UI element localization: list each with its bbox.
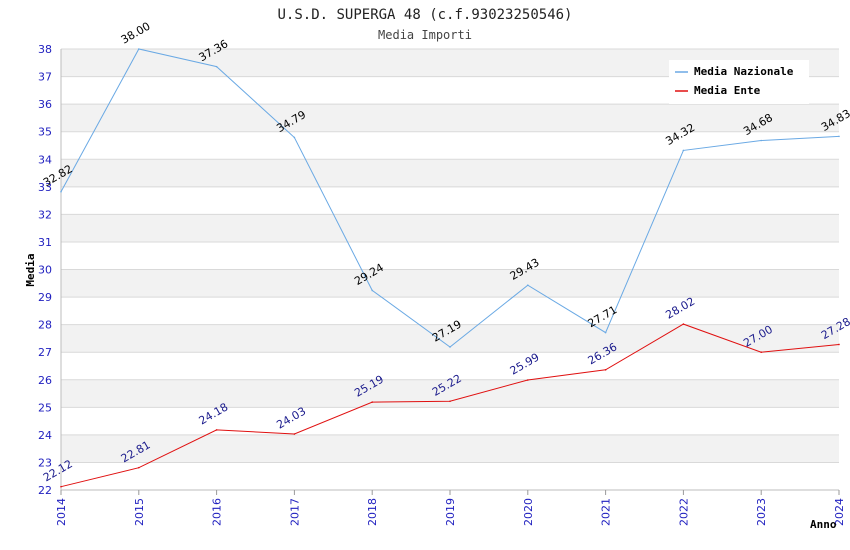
y-tick-label: 24 [38, 429, 52, 442]
x-tick-label: 2021 [600, 498, 613, 526]
x-tick-label: 2015 [133, 498, 146, 526]
y-axis-title: Media [24, 253, 37, 286]
data-point [371, 401, 374, 403]
y-tick-label: 31 [38, 236, 52, 249]
y-tick-label: 26 [38, 374, 52, 387]
data-label: 24.03 [274, 405, 308, 432]
y-tick-label: 29 [38, 291, 52, 304]
x-tick-label: 2020 [522, 498, 535, 526]
data-point [371, 289, 374, 292]
data-point [527, 379, 529, 381]
data-point [215, 65, 218, 68]
y-tick-label: 33 [38, 181, 52, 194]
data-point [682, 323, 685, 325]
data-point [760, 139, 762, 142]
data-point [215, 429, 218, 431]
grid-band [61, 159, 839, 187]
data-point [138, 48, 140, 50]
y-tick-label: 35 [38, 126, 52, 139]
data-point [60, 190, 62, 193]
series-lines [60, 48, 840, 488]
y-tick-label: 38 [38, 43, 52, 56]
x-tick-label: 2017 [288, 498, 301, 526]
data-point [604, 331, 607, 334]
data-label: 25.99 [508, 351, 542, 378]
data-point [760, 351, 762, 353]
x-tick-label: 2019 [444, 498, 457, 526]
grid-band [61, 379, 839, 408]
x-tick-labels: 2014 2015 2016 2017 2018 2019 2020 2021 2022 2023… [55, 498, 846, 526]
y-tick-label: 25 [38, 401, 52, 414]
data-point [682, 149, 685, 152]
x-tick-label: 2016 [211, 498, 224, 526]
data-point [449, 400, 451, 403]
data-point [60, 485, 62, 488]
legend-label-nazionale: Media Nazionale [694, 65, 794, 78]
data-point [449, 346, 451, 348]
chart-subtitle: Media Importi [378, 28, 472, 42]
x-tick-label: 2024 [833, 498, 846, 526]
x-axis-title: Anno [810, 518, 837, 531]
data-point [293, 136, 296, 139]
y-tick-label: 28 [38, 319, 52, 332]
plot-background [61, 49, 839, 463]
y-tick-label: 37 [38, 71, 52, 84]
y-tick-labels: 22 23 24 25 26 27 28 29 30 31 32 33 34 35 36 37 38 [38, 43, 52, 497]
x-tick-label: 2014 [55, 498, 68, 526]
grid-band [61, 269, 839, 298]
y-tick-label: 27 [38, 346, 52, 359]
legend-label-ente: Media Ente [694, 84, 761, 97]
data-point [838, 135, 840, 138]
data-point [604, 369, 607, 371]
y-tick-label: 36 [38, 98, 52, 111]
data-label: 28.02 [663, 295, 697, 322]
data-point [293, 433, 296, 435]
data-point [138, 466, 140, 469]
y-tick-label: 23 [38, 456, 52, 469]
grid-band [61, 434, 839, 463]
y-tick-label: 30 [38, 264, 52, 277]
y-tick-label: 32 [38, 208, 52, 221]
data-label: 38.00 [119, 20, 153, 47]
chart-title: U.S.D. SUPERGA 48 (c.f.93023250546) [277, 7, 572, 23]
y-tick-label: 22 [38, 484, 52, 497]
grid-band [61, 214, 839, 242]
x-tick-label: 2022 [677, 498, 690, 526]
data-point [838, 343, 840, 346]
x-tick-label: 2018 [366, 498, 379, 526]
x-tick-label: 2023 [755, 498, 768, 526]
legend: Media Nazionale Media Ente [669, 60, 809, 104]
data-point [527, 284, 529, 287]
grid-band [61, 104, 839, 132]
legend-box [669, 60, 809, 104]
axes [60, 49, 840, 495]
y-tick-label: 34 [38, 153, 52, 166]
